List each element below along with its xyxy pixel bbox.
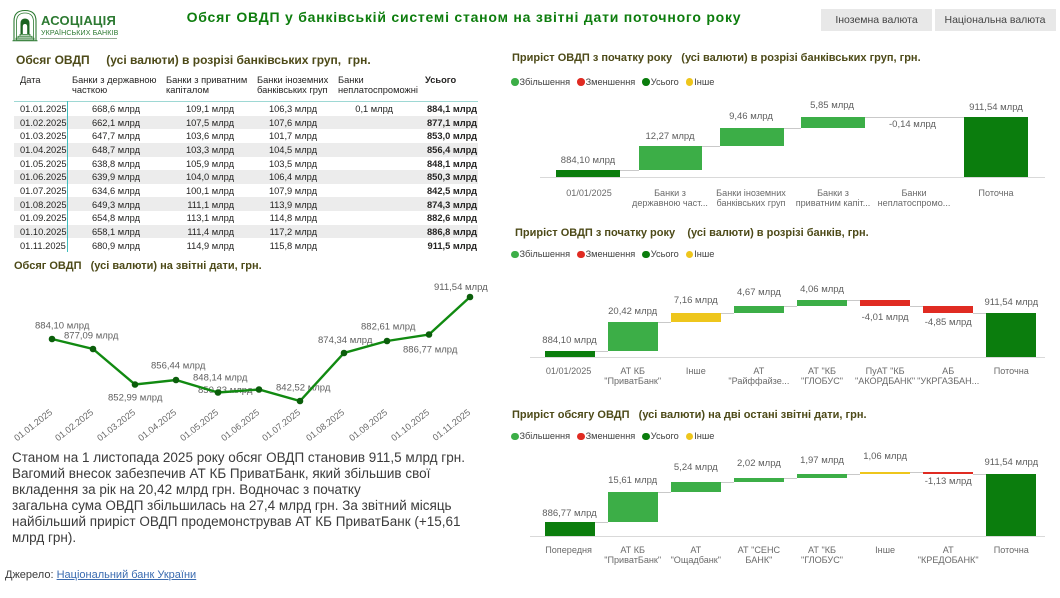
svg-text:01.11.2025: 01.11.2025	[431, 407, 472, 442]
svg-text:01.05.2025: 01.05.2025	[178, 407, 220, 443]
svg-text:01.07.2025: 01.07.2025	[260, 407, 302, 443]
svg-text:882,61 млрд: 882,61 млрд	[361, 322, 416, 333]
svg-text:01.06.2025: 01.06.2025	[219, 407, 261, 443]
svg-text:850,33 млрд: 850,33 млрд	[198, 385, 253, 396]
svg-text:01.03.2025: 01.03.2025	[95, 407, 137, 443]
svg-text:01.10.2025: 01.10.2025	[389, 407, 431, 443]
svg-text:01.09.2025: 01.09.2025	[347, 407, 389, 443]
svg-text:848,14 млрд: 848,14 млрд	[193, 373, 248, 384]
svg-text:01.04.2025: 01.04.2025	[136, 407, 178, 443]
svg-text:911,54 млрд: 911,54 млрд	[434, 282, 488, 293]
svg-text:842,52 млрд: 842,52 млрд	[276, 383, 331, 394]
svg-text:01.08.2025: 01.08.2025	[304, 407, 346, 443]
svg-text:884,10 млрд: 884,10 млрд	[35, 321, 90, 332]
svg-text:886,77 млрд: 886,77 млрд	[403, 345, 458, 356]
svg-text:852,99 млрд: 852,99 млрд	[108, 393, 163, 404]
svg-text:877,09 млрд: 877,09 млрд	[64, 331, 119, 342]
svg-text:874,34 млрд: 874,34 млрд	[318, 335, 373, 346]
svg-text:01.01.2025: 01.01.2025	[12, 407, 54, 443]
svg-text:856,44 млрд: 856,44 млрд	[151, 361, 206, 372]
svg-text:01.02.2025: 01.02.2025	[53, 407, 95, 443]
